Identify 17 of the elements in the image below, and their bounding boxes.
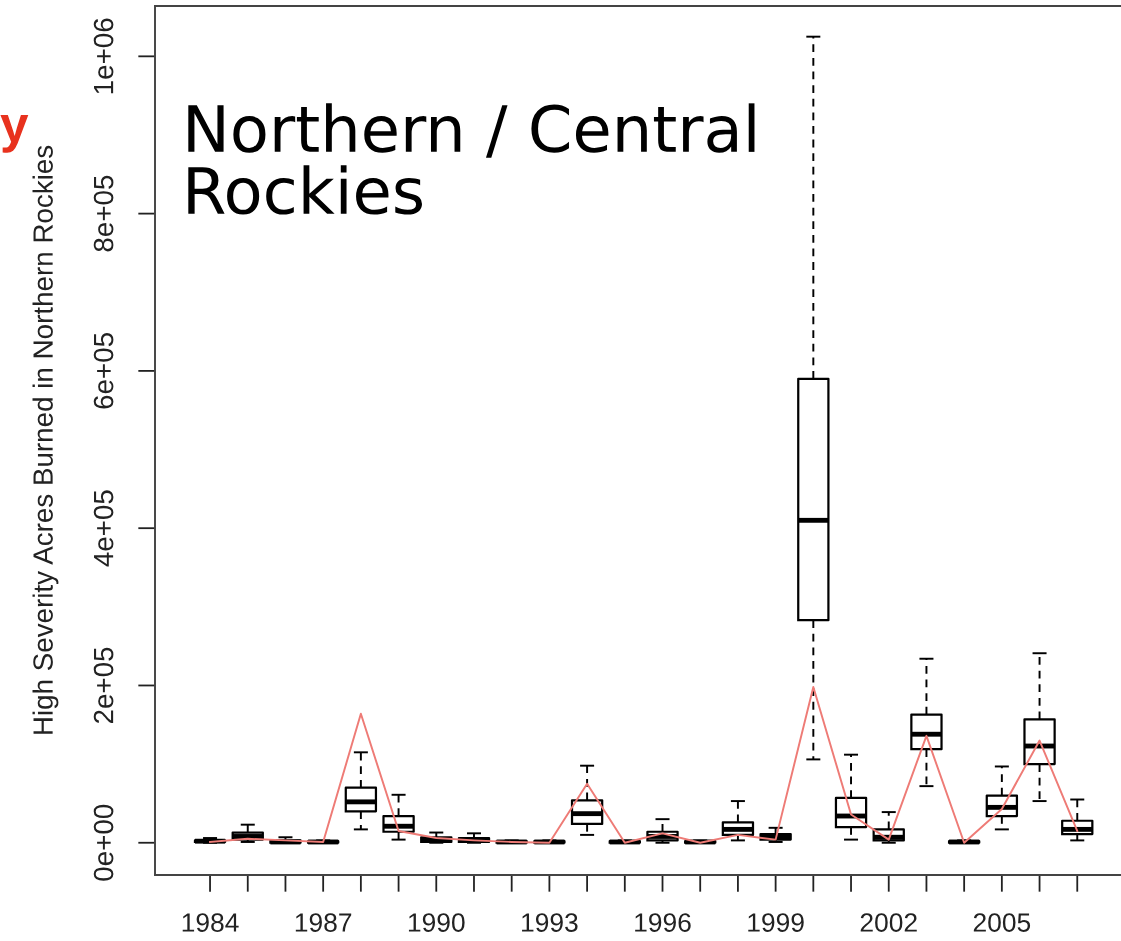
y-tick-label: 1e+06 — [93, 18, 114, 94]
y-tick-label: 2e+05 — [93, 647, 114, 724]
x-tick-label: 1984 — [182, 913, 239, 932]
y-tick-label: 8e+05 — [93, 175, 114, 252]
y-tick-label: 0e+00 — [93, 804, 114, 881]
x-tick-label: 1987 — [295, 913, 352, 932]
x-tick-label: 1996 — [635, 913, 691, 932]
annotation: Northern / Central Rockies — [188, 103, 755, 215]
x-tick-label: 1990 — [408, 913, 465, 932]
y-axis-title: High Severity Acres Burned in Northern Rockies — [32, 145, 59, 734]
y-tick-label: 4e+05 — [93, 490, 114, 567]
text: y — [0, 114, 29, 153]
x-tick-label: 2005 — [973, 913, 1031, 932]
x-tick-label: 2002 — [860, 913, 917, 932]
y-tick-label: 6e+05 — [93, 333, 114, 409]
x-tick-label: 1993 — [522, 913, 578, 932]
x-tick-label: 1999 — [748, 913, 804, 932]
